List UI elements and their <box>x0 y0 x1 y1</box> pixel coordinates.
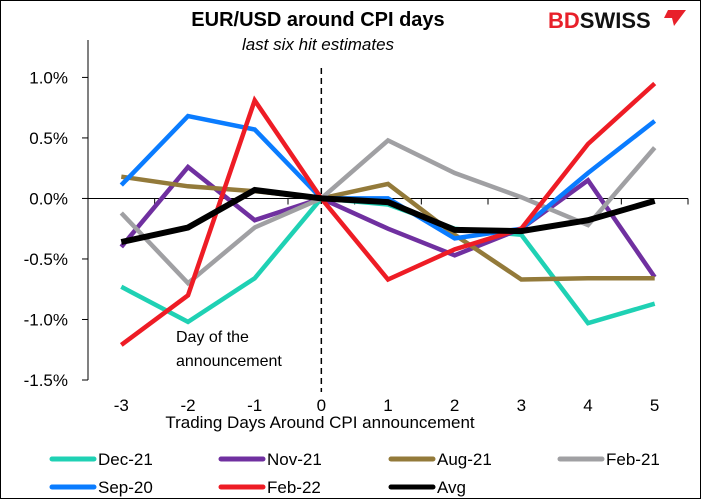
series-line-aug-21 <box>120 174 655 282</box>
brand-logo: BDSWISS <box>548 8 686 33</box>
legend-label: Feb-22 <box>267 478 321 497</box>
legend-label: Feb-21 <box>606 450 660 469</box>
brand-logo-text: BDSWISS <box>548 8 651 33</box>
x-tick-label: 4 <box>583 396 592 415</box>
legend-label: Aug-21 <box>437 450 492 469</box>
x-tick-label: 0 <box>317 396 326 415</box>
y-tick-label: 1.0% <box>29 68 68 87</box>
brand-part2: SWISS <box>580 8 651 33</box>
x-tick-label: 2 <box>450 396 459 415</box>
legend-label: Sep-20 <box>98 478 153 497</box>
x-tick-label: 5 <box>650 396 659 415</box>
legend-item: Feb-22 <box>218 478 321 497</box>
y-tick-label: -1.5% <box>24 371 68 390</box>
series-line-feb-21 <box>119 137 657 287</box>
x-tick-label: 3 <box>517 396 526 415</box>
legend-label: Nov-21 <box>267 450 322 469</box>
legend-label: Dec-21 <box>98 450 153 469</box>
legend-item: Sep-20 <box>49 478 153 497</box>
series-line-nov-21 <box>119 163 657 279</box>
chart-title: EUR/USD around CPI days <box>191 9 444 31</box>
y-tick-label: 0.0% <box>29 189 68 208</box>
series-line-avg <box>120 186 656 245</box>
legend-item: Nov-21 <box>218 450 322 469</box>
x-tick-label: -2 <box>180 396 195 415</box>
legend: Dec-21 Nov-21 Aug-21 Feb-21 Sep-20 Feb-22 Avg <box>49 450 660 497</box>
brand-part1: BD <box>548 8 580 33</box>
x-axis-title: Trading Days Around CPI announcement <box>165 413 475 432</box>
x-tick-label: 1 <box>383 396 392 415</box>
series-line-feb-22 <box>119 81 657 347</box>
brand-flag-icon <box>664 10 686 26</box>
series-line-sep-20 <box>119 113 657 241</box>
legend-item: Aug-21 <box>388 450 492 469</box>
y-tick-label: -0.5% <box>24 250 68 269</box>
chart-subtitle: last six hit estimates <box>242 35 395 54</box>
annotation-line1: Day of the <box>176 329 249 346</box>
x-tick-label: -3 <box>114 396 129 415</box>
legend-item: Avg <box>388 478 466 497</box>
y-tick-label: 0.5% <box>29 129 68 148</box>
legend-label: Avg <box>437 478 466 497</box>
y-tick-label: -1.0% <box>24 310 68 329</box>
legend-item: Feb-21 <box>557 450 660 469</box>
x-tick-label: -1 <box>247 396 262 415</box>
legend-item: Dec-21 <box>49 450 153 469</box>
annotation-line2: announcement <box>176 353 282 370</box>
